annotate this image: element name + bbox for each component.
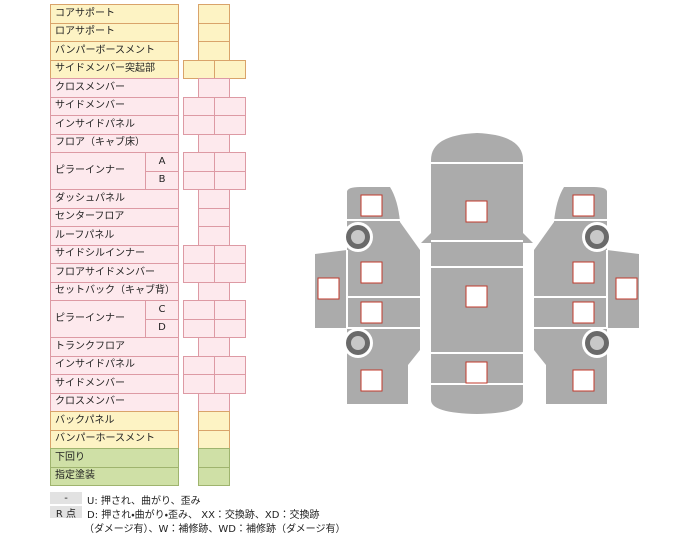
legend-text: （ダメージ有）、W：補修跡、WD：補修跡（ダメージ有） [84,524,346,535]
car-body-center [431,133,523,414]
check-cell [183,244,215,264]
check-cell [214,115,246,135]
row-label: ダッシュパネル [50,189,179,209]
row-label: バックパネル [50,411,179,431]
row-label: サイドメンバー [50,96,179,116]
check-cell [198,392,230,412]
row-label: コアサポート [50,4,179,24]
check-cell [214,96,246,116]
row-sub-label: D [145,318,179,338]
check-cell [214,170,246,190]
check-cell [214,59,246,79]
row-label: ロアサポート [50,22,179,42]
check-cell [198,4,230,24]
row-label: セットバック（キャブ背） [50,281,179,301]
car-body-notch [421,233,431,243]
car-body-notch [523,233,533,243]
check-cell [183,300,215,320]
legend-key: R 点 [50,506,82,520]
check-square [465,361,488,384]
row-label: ピラーインナー [50,152,146,190]
check-square [360,301,383,324]
check-cell [198,22,230,42]
row-label: サイドシルインナー [50,244,179,264]
check-cell [198,337,230,357]
check-cell [183,170,215,190]
row-label: 指定塗装 [50,466,179,486]
row-label: クロスメンバー [50,392,179,412]
check-cell [183,59,215,79]
check-square [360,261,383,284]
row-label: フロアサイドメンバー [50,263,179,283]
check-cell [198,41,230,61]
row-sub-label: B [145,170,179,190]
row-label: サイドメンバー [50,374,179,394]
check-square [615,277,638,300]
check-cell [183,263,215,283]
check-square [360,369,383,392]
check-cell [198,411,230,431]
check-square [572,261,595,284]
check-cell [198,448,230,468]
check-cell [214,318,246,338]
row-label: バンパーボースメント [50,41,179,61]
check-cell [214,374,246,394]
check-cell [183,374,215,394]
check-square [360,194,383,217]
check-cell [214,355,246,375]
row-label: バンパーホースメント [50,429,179,449]
check-cell [214,244,246,264]
row-label: インサイドパネル [50,115,179,135]
check-cell [183,318,215,338]
row-label: ピラーインナー [50,300,146,338]
row-label: ルーフパネル [50,226,179,246]
check-cell [183,115,215,135]
check-cell [198,466,230,486]
check-square [572,301,595,324]
row-sub-label: A [145,152,179,172]
wheel-hub [351,336,365,350]
check-cell [198,429,230,449]
check-square [465,200,488,223]
check-cell [183,96,215,116]
check-cell [198,207,230,227]
row-label: インサイドパネル [50,355,179,375]
row-label: 下回り [50,448,179,468]
legend-key: - [50,492,82,504]
wheel-hub [590,336,604,350]
check-square [317,277,340,300]
check-cell [198,189,230,209]
check-cell [198,78,230,98]
check-cell [198,133,230,153]
check-cell [198,226,230,246]
check-cell [183,152,215,172]
check-square [572,369,595,392]
legend-text: U: 押され、曲がり、歪み [87,496,201,507]
check-square [572,194,595,217]
row-label: クロスメンバー [50,78,179,98]
row-sub-label: C [145,300,179,320]
wheel-hub [590,230,604,244]
check-cell [198,281,230,301]
check-cell [214,300,246,320]
check-cell [214,152,246,172]
check-cell [214,263,246,283]
wheel-hub [351,230,365,244]
row-label: サイドメンバー突起部 [50,59,179,79]
row-label: センターフロア [50,207,179,227]
row-label: フロア（キャブ床） [50,133,179,153]
legend-text: D: 押され・曲がり・歪み、 XX：交換跡、XD：交換跡 [87,510,320,521]
check-square [465,285,488,308]
check-cell [183,355,215,375]
row-label: トランクフロア [50,337,179,357]
